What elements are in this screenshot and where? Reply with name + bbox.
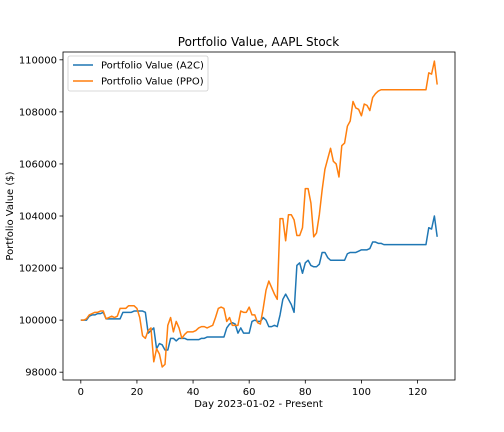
x-tick-label: 0 bbox=[78, 387, 84, 398]
y-tick-label: 102000 bbox=[19, 264, 57, 275]
y-tick-label: 100000 bbox=[19, 316, 57, 327]
chart-title: Portfolio Value, AAPL Stock bbox=[178, 35, 340, 49]
legend-box bbox=[67, 55, 209, 92]
x-axis: 0 20 40 60 80 100 120 bbox=[78, 380, 427, 398]
y-tick-label: 108000 bbox=[19, 107, 57, 118]
series-line-a2c bbox=[80, 215, 438, 351]
series-line-ppo bbox=[80, 60, 438, 368]
plot-area bbox=[63, 52, 455, 380]
legend-label-a2c: Portfolio Value (A2C) bbox=[101, 61, 204, 72]
x-tick-label: 20 bbox=[131, 387, 144, 398]
x-tick-label: 120 bbox=[408, 387, 427, 398]
legend-label-ppo: Portfolio Value (PPO) bbox=[101, 77, 204, 88]
y-tick-label: 104000 bbox=[19, 212, 57, 223]
y-tick-label: 106000 bbox=[19, 159, 57, 170]
x-tick-label: 100 bbox=[352, 387, 371, 398]
y-tick-label: 110000 bbox=[19, 55, 57, 66]
y-axis-label: Portfolio Value ($) bbox=[5, 171, 16, 260]
legend: Portfolio Value (A2C) Portfolio Value (P… bbox=[67, 55, 209, 92]
x-tick-label: 40 bbox=[187, 387, 200, 398]
x-axis-label: Day 2023-01-02 - Present bbox=[194, 399, 323, 410]
y-tick-label: 98000 bbox=[25, 368, 57, 379]
x-tick-label: 80 bbox=[299, 387, 312, 398]
series-layer bbox=[80, 60, 438, 368]
y-axis: 98000 100000 102000 104000 106000 108000 11000… bbox=[19, 55, 63, 379]
x-tick-label: 60 bbox=[243, 387, 256, 398]
